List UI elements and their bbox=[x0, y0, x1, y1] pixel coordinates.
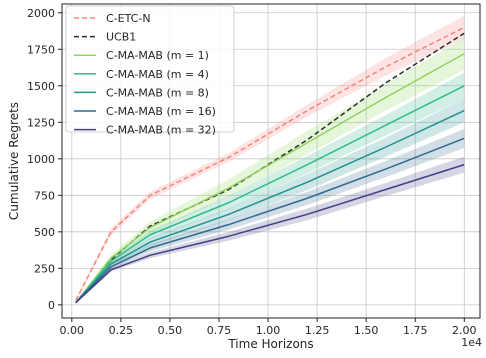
legend-box bbox=[65, 5, 235, 133]
y-tick-label: 1500 bbox=[27, 80, 55, 93]
legend-label: C-MA-MAB (m = 32) bbox=[106, 124, 216, 137]
series-lines bbox=[75, 26, 465, 304]
y-tick-label: 1750 bbox=[27, 43, 55, 56]
x-tick-label: 0.50 bbox=[158, 324, 183, 337]
confidence-bands bbox=[75, 15, 465, 304]
band-series-4 bbox=[75, 98, 465, 304]
legend-label: UCB1 bbox=[106, 31, 136, 44]
line-series-0 bbox=[75, 26, 465, 301]
legend: C-ETC-N UCB1 C-MA-MAB (m = 1) C-MA-MAB (m =… bbox=[65, 5, 235, 137]
band-series-3 bbox=[75, 72, 465, 304]
plot-frame bbox=[61, 3, 481, 319]
x-tick-label: 2.00 bbox=[452, 324, 477, 337]
y-tick-label: 250 bbox=[34, 262, 55, 275]
band-series-2 bbox=[75, 37, 465, 304]
band-series-0 bbox=[75, 15, 465, 302]
y-tick-label: 2000 bbox=[27, 7, 55, 20]
line-series-2 bbox=[75, 53, 465, 304]
legend-label: C-MA-MAB (m = 1) bbox=[106, 49, 209, 62]
x-axis-label: Time Horizons bbox=[227, 337, 313, 351]
x-axis-ticks: 0.00 0.25 0.50 0.75 1.00 1.25 1.50 1.75 2.00 bbox=[60, 318, 477, 337]
legend-label: C-MA-MAB (m = 8) bbox=[106, 86, 209, 99]
y-axis-label: Cumulative Regrets bbox=[7, 102, 21, 220]
legend-label: C-MA-MAB (m = 16) bbox=[106, 105, 216, 118]
y-tick-label: 750 bbox=[34, 189, 55, 202]
x-tick-label: 1.75 bbox=[403, 324, 428, 337]
line-series-6 bbox=[75, 163, 465, 304]
x-tick-label: 0.25 bbox=[109, 324, 134, 337]
y-tick-label: 500 bbox=[34, 226, 55, 239]
line-series-5 bbox=[75, 137, 465, 304]
y-tick-label: 0 bbox=[48, 299, 55, 312]
x-tick-label: 1.25 bbox=[305, 324, 330, 337]
y-tick-label: 1000 bbox=[27, 153, 55, 166]
x-tick-label: 1.50 bbox=[354, 324, 379, 337]
legend-label: C-MA-MAB (m = 4) bbox=[106, 68, 209, 81]
x-axis-multiplier: 1e4 bbox=[461, 336, 482, 349]
band-series-5 bbox=[75, 128, 465, 304]
line-series-3 bbox=[75, 85, 465, 304]
line-series-1 bbox=[75, 32, 465, 304]
band-series-6 bbox=[75, 156, 465, 304]
x-tick-label: 1.00 bbox=[256, 324, 281, 337]
legend-label: C-ETC-N bbox=[106, 12, 151, 25]
x-tick-label: 0.00 bbox=[60, 324, 85, 337]
y-axis-ticks: 0 250 500 750 1000 1250 1500 1750 2000 bbox=[27, 7, 62, 312]
y-tick-label: 1250 bbox=[27, 116, 55, 129]
x-tick-label: 0.75 bbox=[207, 324, 232, 337]
line-series-4 bbox=[75, 109, 465, 304]
